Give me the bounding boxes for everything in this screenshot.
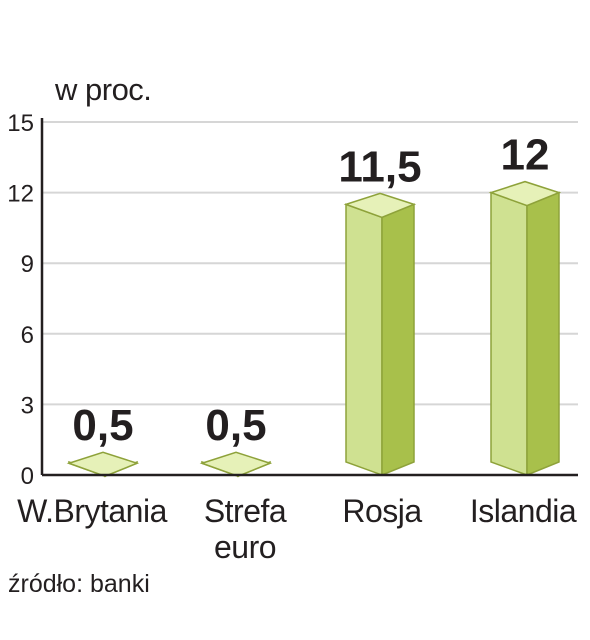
source-note: źródło: banki	[8, 570, 150, 598]
bar	[488, 180, 562, 477]
grid-lines	[42, 121, 578, 406]
category-labels: W.Brytania Strefa euro Rosja Islandia	[17, 493, 577, 565]
y-tick-label: 3	[21, 392, 34, 419]
category-label: Rosja	[342, 493, 422, 529]
bar-top-face	[488, 180, 562, 207]
bar-top-face	[66, 451, 140, 478]
bar-side-face	[381, 203, 415, 477]
y-axis-unit-label: w proc.	[55, 72, 152, 107]
bar	[199, 451, 273, 478]
category-label-line: Islandia	[470, 493, 577, 529]
category-label: W.Brytania	[17, 493, 167, 529]
category-label-line: W.Brytania	[17, 493, 167, 529]
category-label-line: Rosja	[342, 493, 422, 529]
bar	[66, 451, 140, 478]
bar-side-face	[526, 191, 560, 477]
bar-top-face	[199, 451, 273, 478]
bar	[343, 192, 417, 477]
bar-front-face	[490, 191, 528, 477]
value-label: 0,5	[205, 401, 266, 450]
y-tick-label: 15	[7, 110, 34, 137]
bar-front-face	[345, 203, 383, 477]
bars	[66, 180, 562, 478]
y-tick-label: 0	[21, 463, 34, 490]
y-tick-label: 6	[21, 322, 34, 349]
value-label: 12	[501, 131, 550, 180]
y-tick-label: 12	[7, 181, 34, 208]
value-label: 0,5	[72, 401, 133, 450]
value-labels: 0,5 0,5 11,5 12	[72, 131, 549, 451]
value-label: 11,5	[338, 142, 421, 191]
bar-top-face	[343, 192, 417, 219]
category-label-line: Strefa	[204, 493, 287, 529]
category-label: Islandia	[470, 493, 577, 529]
y-axis-ticks: 0 3 6 9 12 15	[7, 110, 34, 490]
category-label-line: euro	[214, 529, 276, 565]
category-label: Strefa euro	[204, 493, 287, 565]
y-tick-label: 9	[21, 251, 34, 278]
